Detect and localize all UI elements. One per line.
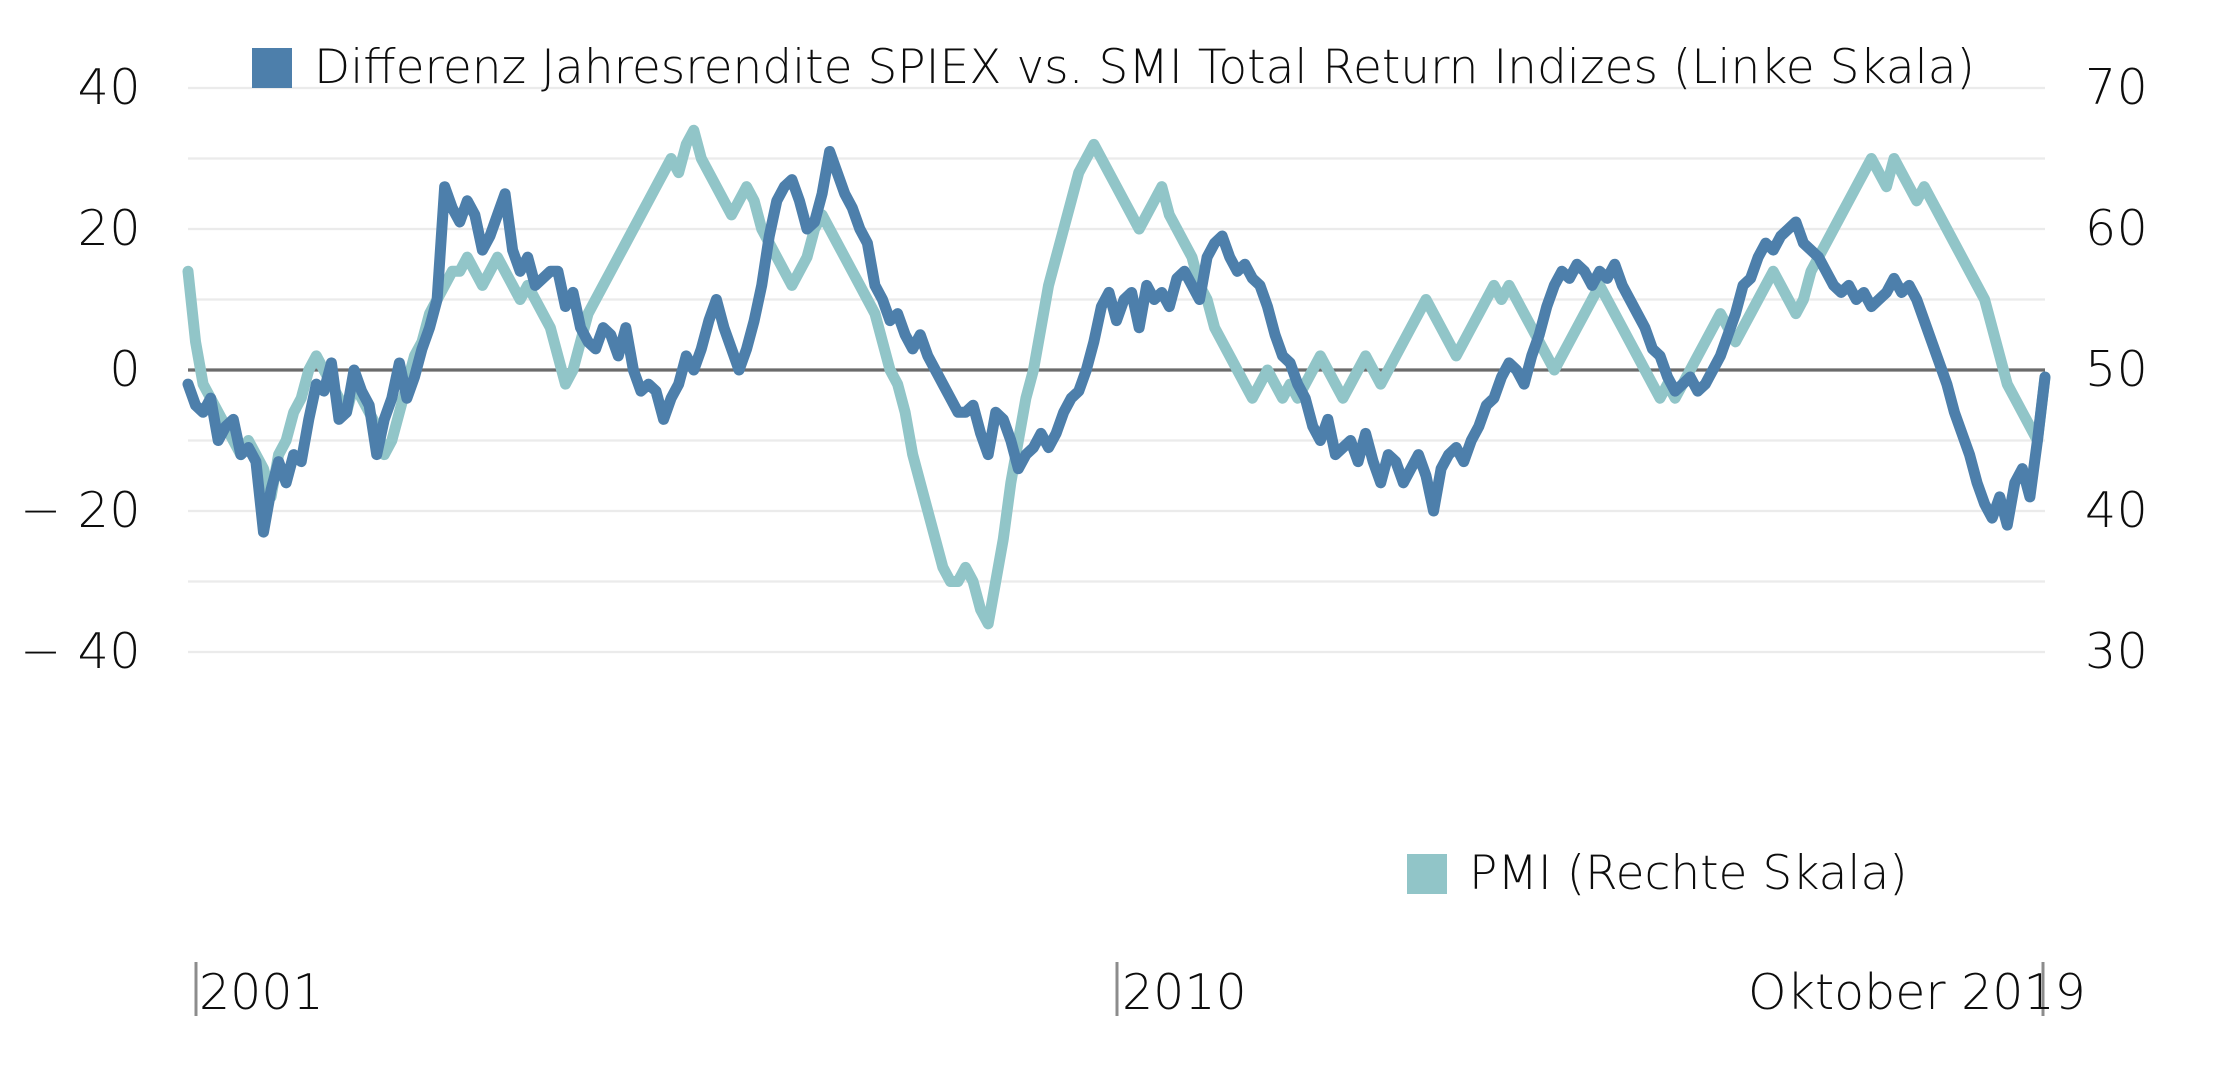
series-line-pmi (182, 124, 2051, 630)
right-axis-tick-40: 40 (2085, 482, 2149, 539)
x-axis-tick-oktober-2019: Oktober 2019 (1748, 964, 2086, 1021)
right-axis-tick-60: 60 (2085, 200, 2149, 257)
left-axis-tick-0: 0 (109, 341, 141, 398)
axis-tick-marks (194, 962, 2045, 1016)
right-axis-tick-30: 30 (2085, 623, 2149, 680)
left-axis-tick-20: 20 (77, 200, 141, 257)
legend-label-pmi: PMI (Rechte Skala) (1469, 846, 1908, 901)
left-axis-tick-neg20: − 20 (20, 482, 141, 539)
right-axis-tick-50: 50 (2085, 341, 2149, 398)
legend-swatch-difference-icon (252, 47, 292, 88)
x-axis-tick-2001: 2001 (199, 964, 324, 1021)
x-axis-tick-2010: 2010 (1122, 964, 1247, 1021)
left-axis-tick-40: 40 (77, 59, 141, 116)
legend-label-difference: Differenz Jahresrendite SPIEX vs. SMI To… (314, 40, 1975, 95)
legend-swatch-pmi-icon (1407, 853, 1447, 894)
legend-item-pmi: PMI (Rechte Skala) (1407, 850, 1908, 897)
legend-item-difference: Differenz Jahresrendite SPIEX vs. SMI To… (252, 44, 1975, 91)
left-axis-tick-neg40: − 40 (20, 623, 141, 680)
series-line-difference (182, 145, 2051, 538)
right-axis-tick-70: 70 (2085, 59, 2149, 116)
